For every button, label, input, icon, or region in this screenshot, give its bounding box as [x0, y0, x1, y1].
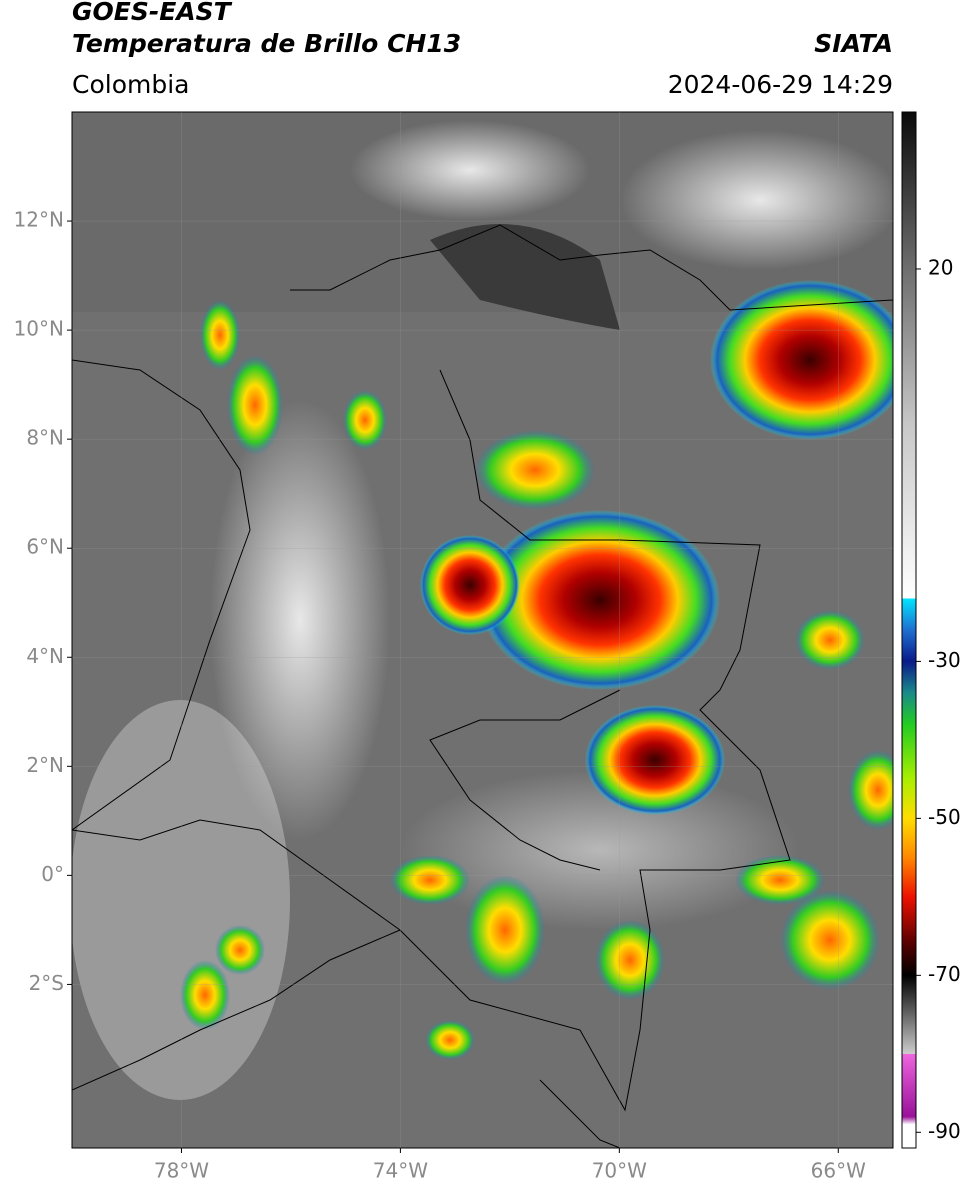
colorbar-tick-label: -90 [928, 1119, 961, 1143]
colorbar-tick-label: -50 [928, 805, 961, 829]
x-tick-label: 74°W [373, 1159, 428, 1183]
timestamp: 2024-06-29 14:29 [668, 70, 893, 99]
x-tick-label: 66°W [811, 1159, 866, 1183]
colorbar [901, 111, 917, 1149]
y-tick-label: 2°S [29, 971, 64, 995]
y-tick-label: 6°N [26, 535, 64, 559]
x-tick-label: 70°W [592, 1159, 647, 1183]
y-tick-label: 8°N [26, 426, 64, 450]
map-frame [71, 111, 894, 1149]
y-tick-label: 2°N [26, 753, 64, 777]
satellite-image [72, 112, 893, 1148]
y-tick-label: 4°N [26, 644, 64, 668]
source: SIATA [814, 29, 893, 58]
x-tick-label: 78°W [154, 1159, 209, 1183]
colorbar-tick-label: -70 [928, 962, 961, 986]
y-tick-label: 10°N [14, 317, 64, 341]
colorbar-tick-label: 20 [928, 255, 953, 279]
y-tick-label: 0° [41, 862, 64, 886]
subtitle: Temperatura de Brillo CH13 [72, 29, 461, 58]
y-tick-label: 12°N [14, 208, 64, 232]
title: GOES-EAST [72, 0, 233, 26]
colorbar-tick-label: -30 [928, 648, 961, 672]
region: Colombia [72, 70, 189, 99]
